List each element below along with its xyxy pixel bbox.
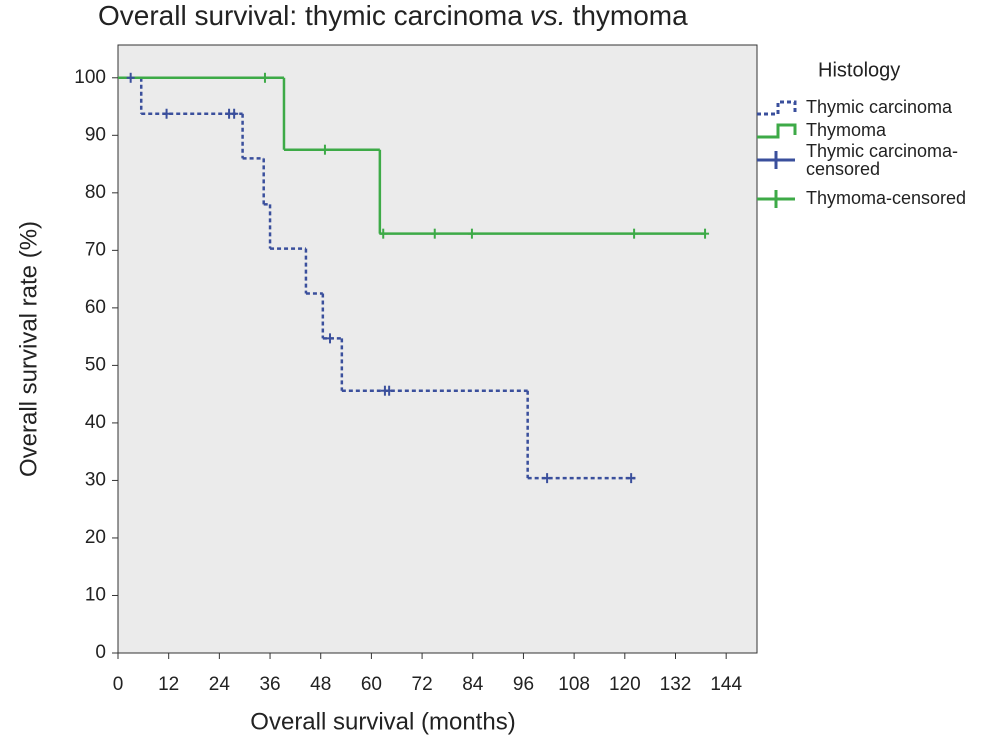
y-tick-label: 30: [85, 469, 106, 490]
censor-mark: [467, 228, 476, 239]
censor-mark: [326, 333, 335, 344]
x-tick-label: 36: [259, 674, 280, 695]
x-tick-label: 24: [209, 674, 231, 695]
x-tick-label: 60: [361, 674, 382, 695]
legend-swatch: [757, 100, 797, 116]
censor-mark: [260, 72, 269, 83]
title-part: Overall survival: thymic carcinoma: [98, 0, 523, 31]
y-tick-label: 40: [85, 412, 106, 433]
y-tick-label: 100: [74, 67, 106, 88]
censor-mark: [627, 473, 636, 484]
title-part: thymoma: [573, 0, 689, 31]
censor-mark: [379, 228, 388, 239]
x-tick-label: 144: [710, 674, 742, 695]
x-axis-label: Overall survival (months): [250, 708, 515, 735]
censor-mark: [430, 228, 439, 239]
x-tick-label: 0: [113, 674, 124, 695]
censor-mark: [320, 144, 329, 155]
y-tick-label: 0: [95, 642, 106, 663]
plot-area: [117, 44, 758, 654]
x-tick-label: 108: [558, 674, 590, 695]
y-tick-label: 90: [85, 124, 106, 145]
x-tick-label: 96: [513, 674, 534, 695]
x-tick-label: 12: [158, 674, 179, 695]
x-tick-label: 120: [609, 674, 641, 695]
x-tick-label: 84: [462, 674, 484, 695]
y-tick-label: 60: [85, 297, 106, 318]
y-tick-label: 10: [85, 584, 106, 605]
legend-label: Thymic carcinoma-censored: [806, 141, 958, 179]
y-tick-label: 70: [85, 239, 106, 260]
x-tick-label: 48: [310, 674, 331, 695]
legend-label: Thymic carcinoma: [806, 97, 953, 117]
chart-title: Overall survival: thymic carcinoma vs. thy…: [98, 0, 688, 31]
censor-mark: [630, 228, 639, 239]
censor-mark: [543, 473, 552, 484]
censor-mark: [162, 108, 171, 119]
y-tick-label: 80: [85, 182, 106, 203]
censor-mark: [126, 72, 135, 83]
censor-mark: [230, 108, 239, 119]
y-axis-label: Overall survival rate (%): [15, 221, 42, 477]
censor-mark: [701, 228, 710, 239]
x-tick-label: 72: [412, 674, 433, 695]
title-part: vs.: [530, 0, 566, 31]
legend-swatch: [757, 123, 797, 139]
legend-label: Thymoma-censored: [806, 188, 966, 208]
legend-label: Thymoma: [806, 120, 887, 140]
legend-title: Histology: [818, 59, 900, 81]
x-tick-label: 132: [660, 674, 692, 695]
censor-mark: [385, 385, 394, 396]
y-tick-label: 20: [85, 527, 106, 548]
y-tick-label: 50: [85, 354, 106, 375]
